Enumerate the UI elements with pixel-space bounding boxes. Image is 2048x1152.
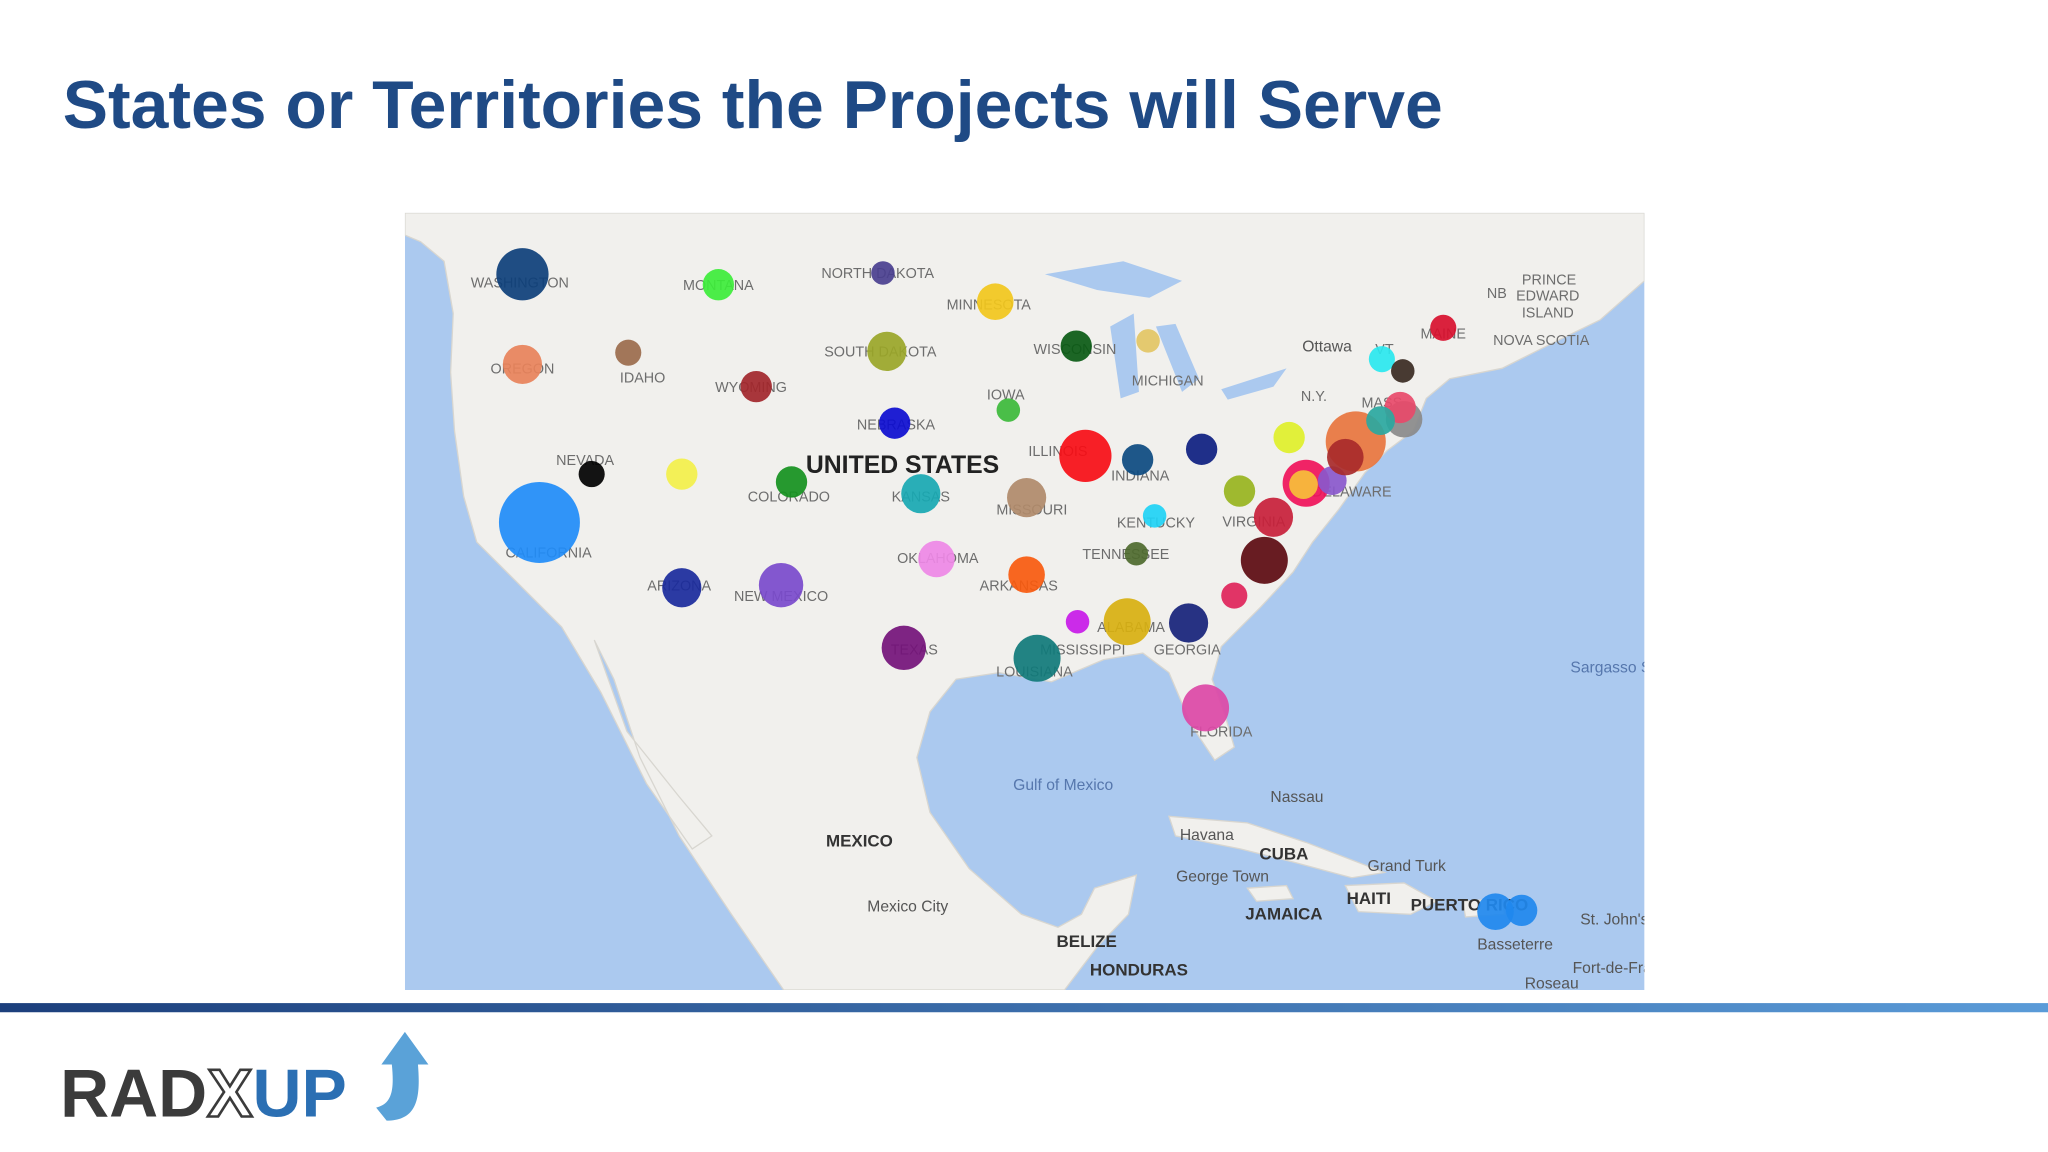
map-label: UNITED STATES <box>806 452 999 479</box>
project-bubble <box>918 540 955 578</box>
map-label: MISSISSIPPI <box>1040 642 1125 658</box>
project-bubble <box>662 568 702 608</box>
project-bubble <box>1430 314 1457 341</box>
islands <box>1168 815 1506 918</box>
project-bubble <box>1368 346 1395 373</box>
logo-rad: RAD <box>60 1057 207 1132</box>
project-bubble <box>1121 444 1154 476</box>
map-label: Fort-de-France <box>1573 960 1678 977</box>
map-label: George Town <box>1176 869 1269 886</box>
project-bubble <box>1391 359 1415 383</box>
project-bubble <box>1136 329 1160 353</box>
project-bubble <box>867 331 907 371</box>
map-label: PRINCE <box>1522 273 1576 289</box>
map-label: Sargasso Sea <box>1570 660 1669 677</box>
project-bubble <box>1124 542 1149 566</box>
project-bubble <box>758 562 804 608</box>
project-bubble <box>996 398 1021 422</box>
project-bubble <box>615 339 642 366</box>
divider-band <box>0 1003 2048 1013</box>
logo: RADXUP <box>60 1031 429 1133</box>
project-bubble <box>1065 609 1090 634</box>
map-label: CUBA <box>1259 844 1308 863</box>
map-label: MICHIGAN <box>1132 373 1204 389</box>
project-bubble <box>702 269 735 301</box>
map-label: St. John's <box>1580 912 1648 929</box>
project-bubble <box>1273 421 1305 454</box>
project-bubble <box>1168 603 1209 643</box>
land <box>404 212 1645 991</box>
map-label: IOWA <box>987 388 1025 404</box>
logo-x: X <box>207 1057 252 1132</box>
map-label: MEXICO <box>826 831 893 850</box>
project-bubble <box>1103 598 1151 646</box>
logo-text: RADXUP <box>60 1057 347 1132</box>
project-bubble <box>1327 438 1364 476</box>
map-label: ISLAND <box>1522 305 1574 321</box>
project-bubble <box>871 261 895 285</box>
project-bubble <box>578 461 605 488</box>
great-lakes <box>1044 261 1287 400</box>
project-bubble <box>1289 470 1318 499</box>
project-bubble <box>879 407 911 439</box>
project-bubble <box>498 481 580 563</box>
project-bubble <box>1505 894 1538 927</box>
map-label: BELIZE <box>1057 932 1117 951</box>
map-label: Basseterre <box>1477 937 1553 954</box>
map-label: Ottawa <box>1302 338 1352 355</box>
map-label: N.Y. <box>1301 389 1327 405</box>
map-label: Mexico City <box>867 899 948 916</box>
project-bubble <box>1059 429 1112 482</box>
slide-title: States or Territories the Projects will … <box>63 68 1443 143</box>
map-label: Grand Turk <box>1368 858 1446 875</box>
project-bubble <box>1013 634 1061 682</box>
logo-up: UP <box>253 1057 347 1132</box>
project-bubble <box>775 466 808 498</box>
project-bubble <box>1477 893 1514 930</box>
project-bubble <box>1008 556 1045 593</box>
project-bubble <box>901 474 941 514</box>
project-bubble <box>1366 406 1395 435</box>
project-bubble <box>1142 504 1167 528</box>
project-bubble <box>1253 497 1294 537</box>
map-label: Havana <box>1180 827 1234 844</box>
map-label: GEORGIA <box>1154 642 1221 658</box>
project-bubble <box>1060 330 1092 362</box>
map-label: Nassau <box>1270 789 1323 806</box>
map-label: JAMAICA <box>1245 905 1322 924</box>
logo-arrow <box>376 1031 429 1121</box>
project-bubble <box>666 458 698 490</box>
project-bubble <box>1185 433 1218 465</box>
map-label: Roseau <box>1525 976 1579 993</box>
project-bubble <box>1007 478 1047 518</box>
map-label: NOVA SCOTIA <box>1493 333 1590 349</box>
project-bubble <box>1240 536 1288 584</box>
project-bubble <box>1221 582 1248 609</box>
project-bubbles <box>496 248 1538 930</box>
map-label: EDWARD <box>1516 288 1579 304</box>
map-label: INDIANA <box>1111 469 1170 485</box>
map-label: IDAHO <box>620 371 665 387</box>
project-bubble <box>502 344 543 384</box>
map-label: Gulf of Mexico <box>1013 777 1113 794</box>
project-bubble <box>1223 475 1256 507</box>
project-bubble <box>496 248 549 301</box>
project-bubble <box>740 370 772 403</box>
project-bubble <box>976 283 1014 320</box>
map-label: HONDURAS <box>1090 961 1188 980</box>
map-label: HAITI <box>1347 889 1391 908</box>
project-bubble <box>1182 684 1230 732</box>
project-bubble <box>881 625 927 671</box>
map-label: COLORADO <box>748 490 830 506</box>
map-label: NB <box>1487 286 1507 302</box>
map: WASHINGTONMONTANANORTH DAKOTAMINNESOTAOR… <box>404 212 1678 993</box>
